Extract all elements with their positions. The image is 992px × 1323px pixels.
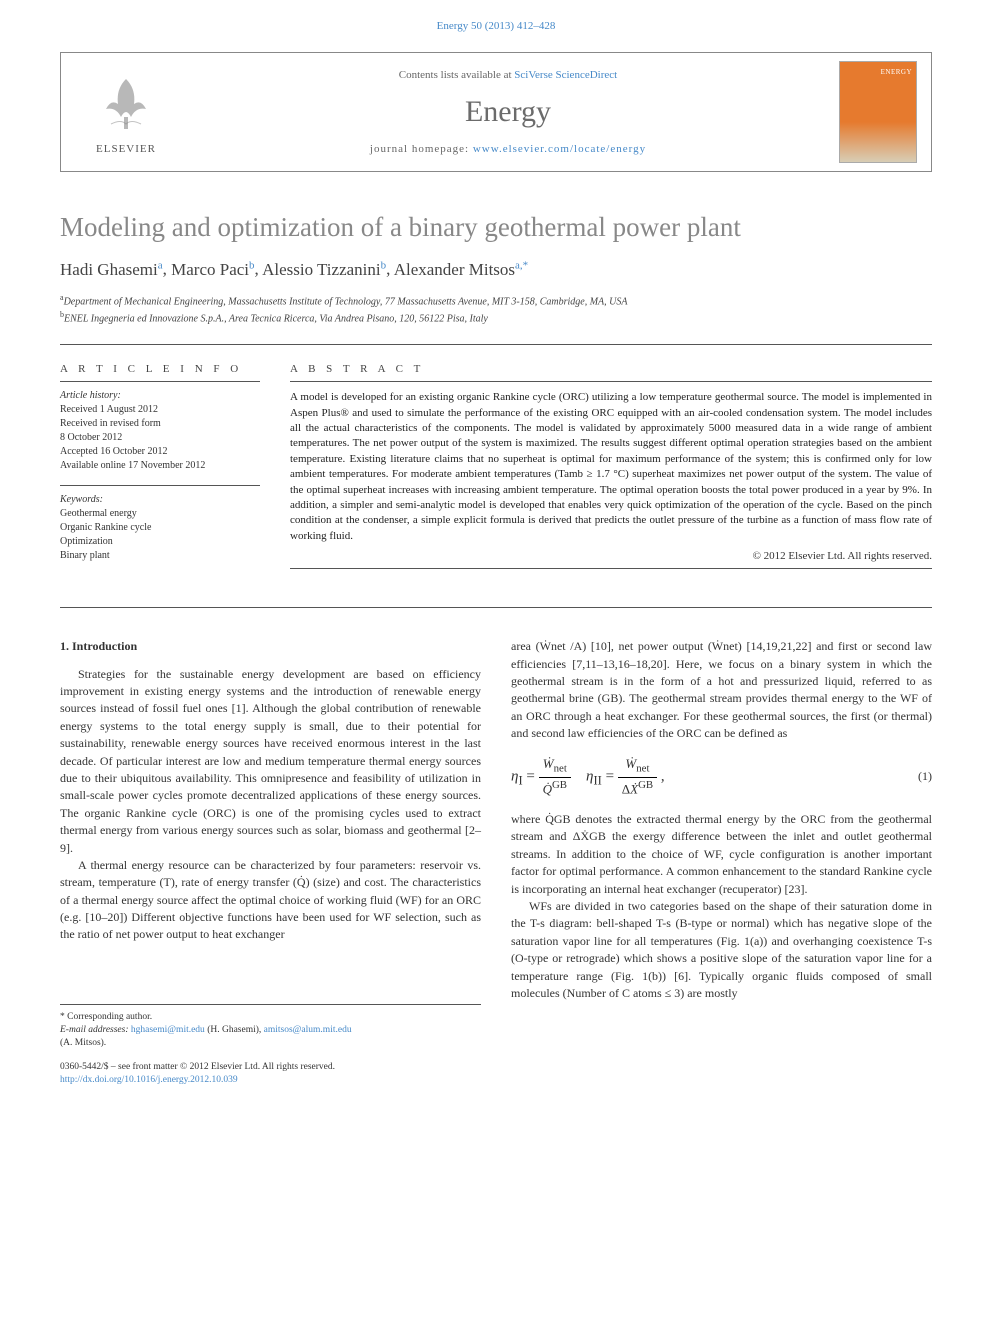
- divider: [60, 485, 260, 486]
- author-name: Alexander Mitsos: [394, 260, 515, 279]
- elsevier-logo: ELSEVIER: [61, 53, 191, 171]
- author-name: Hadi Ghasemi: [60, 260, 158, 279]
- email-link-1[interactable]: hghasemi@mit.edu: [131, 1025, 205, 1035]
- aff-text: ENEL Ingegneria ed Innovazione S.p.A., A…: [64, 313, 488, 324]
- author-3: Alessio Tizzaninib: [262, 260, 386, 279]
- history-item: 8 October 2012: [60, 431, 260, 445]
- journal-name: Energy: [201, 95, 815, 129]
- section-heading: 1. Introduction: [60, 638, 481, 655]
- email-who-2: (A. Mitsos).: [60, 1037, 481, 1050]
- corresponding-author-note: * Corresponding author.: [60, 1011, 481, 1024]
- journal-homepage-line: journal homepage: www.elsevier.com/locat…: [201, 143, 815, 155]
- info-abstract-row: A R T I C L E I N F O Article history: R…: [60, 363, 932, 577]
- author-2: Marco Pacib: [171, 260, 254, 279]
- affiliation-a: aDepartment of Mechanical Engineering, M…: [60, 292, 932, 309]
- sciencedirect-link[interactable]: SciVerse ScienceDirect: [514, 69, 617, 81]
- masthead: ELSEVIER Contents lists available at Sci…: [60, 52, 932, 172]
- body-column-right: area (Ẇnet /A) [10], net power output (Ẇ…: [511, 638, 932, 1087]
- divider: [290, 381, 932, 382]
- history-item: Received 1 August 2012: [60, 403, 260, 417]
- history-item: Accepted 16 October 2012: [60, 445, 260, 459]
- abstract-text: A model is developed for an existing org…: [290, 390, 932, 544]
- author-aff-sup: b: [381, 259, 387, 271]
- paragraph: A thermal energy resource can be charact…: [60, 857, 481, 944]
- homepage-prefix: journal homepage:: [370, 143, 473, 155]
- abstract-copyright: © 2012 Elsevier Ltd. All rights reserved…: [290, 550, 932, 562]
- keyword: Geothermal energy: [60, 507, 260, 521]
- authors-line: Hadi Ghasemia, Marco Pacib, Alessio Tizz…: [60, 259, 932, 280]
- keyword: Binary plant: [60, 549, 260, 563]
- body-columns: 1. Introduction Strategies for the susta…: [60, 638, 932, 1087]
- aff-text: Department of Mechanical Engineering, Ma…: [64, 296, 628, 307]
- equation-math: ηI = ẆnetQ̇GB ηII = ẆnetΔẊGB ,: [511, 755, 665, 799]
- body-column-left: 1. Introduction Strategies for the susta…: [60, 638, 481, 1087]
- email-who-1: (H. Ghasemi),: [207, 1025, 261, 1035]
- front-matter-line: 0360-5442/$ – see front matter © 2012 El…: [60, 1061, 481, 1074]
- keyword: Optimization: [60, 535, 260, 549]
- equation-number: (1): [918, 768, 932, 785]
- paragraph: area (Ẇnet /A) [10], net power output (Ẇ…: [511, 638, 932, 742]
- abstract-label: A B S T R A C T: [290, 363, 932, 375]
- contents-lists-line: Contents lists available at SciVerse Sci…: [201, 69, 815, 81]
- email-link-2[interactable]: amitsos@alum.mit.edu: [264, 1025, 352, 1035]
- author-name: Marco Paci: [171, 260, 249, 279]
- affiliation-b: bENEL Ingegneria ed Innovazione S.p.A., …: [60, 309, 932, 326]
- author-1: Hadi Ghasemia: [60, 260, 163, 279]
- page-root: Energy 50 (2013) 412–428 ELSEVIER Conten…: [0, 0, 992, 1127]
- divider: [60, 344, 932, 345]
- paragraph: where Q̇GB denotes the extracted thermal…: [511, 811, 932, 898]
- history-label: Article history:: [60, 390, 260, 401]
- doi-link[interactable]: http://dx.doi.org/10.1016/j.energy.2012.…: [60, 1075, 238, 1085]
- author-4: Alexander Mitsosa,*: [394, 260, 528, 279]
- top-citation: Energy 50 (2013) 412–428: [60, 20, 932, 32]
- email-label: E-mail addresses:: [60, 1025, 129, 1035]
- divider: [60, 607, 932, 608]
- equation-1: ηI = ẆnetQ̇GB ηII = ẆnetΔẊGB , (1): [511, 755, 932, 799]
- elsevier-label: ELSEVIER: [96, 143, 156, 155]
- author-aff-sup: b: [249, 259, 255, 271]
- contents-prefix: Contents lists available at: [399, 69, 514, 81]
- history-item: Available online 17 November 2012: [60, 459, 260, 473]
- article-info-label: A R T I C L E I N F O: [60, 363, 260, 375]
- cover-image: [839, 61, 917, 163]
- masthead-center: Contents lists available at SciVerse Sci…: [191, 53, 825, 171]
- affiliations: aDepartment of Mechanical Engineering, M…: [60, 292, 932, 327]
- abstract-column: A B S T R A C T A model is developed for…: [290, 363, 932, 577]
- divider: [60, 381, 260, 382]
- divider: [290, 568, 932, 569]
- article-info-column: A R T I C L E I N F O Article history: R…: [60, 363, 260, 577]
- elsevier-tree-icon: [86, 69, 166, 139]
- journal-cover-thumb: [825, 53, 931, 171]
- article-title: Modeling and optimization of a binary ge…: [60, 212, 932, 243]
- author-aff-sup: a,*: [515, 259, 528, 271]
- homepage-link[interactable]: www.elsevier.com/locate/energy: [473, 143, 646, 155]
- paragraph: Strategies for the sustainable energy de…: [60, 666, 481, 857]
- copyright-footer: 0360-5442/$ – see front matter © 2012 El…: [60, 1061, 481, 1088]
- author-name: Alessio Tizzanini: [262, 260, 381, 279]
- email-line: E-mail addresses: hghasemi@mit.edu (H. G…: [60, 1024, 481, 1037]
- keywords-label: Keywords:: [60, 494, 260, 505]
- author-aff-sup: a: [158, 259, 163, 271]
- keyword: Organic Rankine cycle: [60, 521, 260, 535]
- history-item: Received in revised form: [60, 417, 260, 431]
- paragraph: WFs are divided in two categories based …: [511, 898, 932, 1002]
- footnotes: * Corresponding author. E-mail addresses…: [60, 1004, 481, 1051]
